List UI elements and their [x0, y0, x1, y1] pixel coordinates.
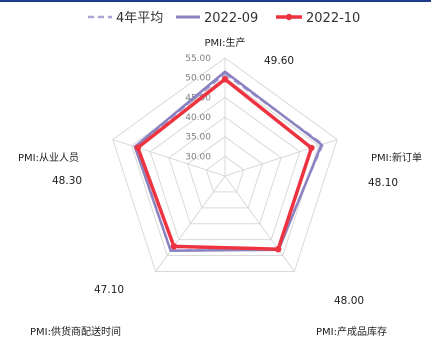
data-labels: 49.60 48.10 48.00 47.10 48.30 — [52, 55, 398, 307]
spoke-3 — [155, 175, 226, 272]
axis-label-supplier-delivery-time: PMI:供货商配送时间 — [30, 325, 121, 338]
legend-marker-2022-10 — [285, 13, 293, 21]
data-label-new-orders: 48.10 — [368, 177, 398, 189]
series-point-2-1 — [308, 144, 315, 152]
series-point-2-3 — [170, 243, 178, 250]
axis-labels: PMI:生产 PMI:新订单 PMI:产成品库存 PMI:供货商配送时间 PMI… — [18, 36, 422, 338]
legend-label-4yr-avg: 4年平均 — [116, 11, 163, 26]
data-label-finished-goods-inventory: 48.00 — [334, 295, 364, 307]
tick-label-5: 55.00 — [185, 54, 211, 64]
data-label-supplier-delivery-time: 47.10 — [94, 284, 124, 296]
grid-ring-4 — [149, 96, 301, 241]
grid-ring-3 — [168, 116, 282, 225]
grid-ring-6 — [112, 57, 338, 272]
series-point-2-2 — [274, 245, 282, 253]
grid-ring-1 — [205, 155, 245, 193]
radar-grid — [112, 57, 338, 272]
tick-label-2: 40.00 — [185, 113, 211, 123]
spoke-2 — [224, 175, 295, 272]
tick-label-0: 30.00 — [185, 152, 211, 162]
axis-label-finished-goods-inventory: PMI:产成品库存 — [316, 325, 387, 338]
axis-label-new-orders: PMI:新订单 — [371, 151, 422, 164]
data-label-production: 49.60 — [264, 55, 294, 67]
grid-ring-5 — [130, 77, 320, 257]
legend: 4年平均 2022-09 2022-10 — [88, 11, 360, 26]
data-label-employment: 48.30 — [52, 175, 82, 187]
series-layer — [133, 70, 325, 253]
top-border — [0, 0, 431, 2]
spoke-4 — [112, 139, 226, 177]
axis-label-employment: PMI:从业人员 — [18, 152, 79, 164]
tick-label-1: 35.00 — [185, 133, 211, 143]
grid-ring-2 — [187, 136, 263, 209]
series-line-1 — [133, 70, 323, 253]
series-point-2-4 — [134, 144, 142, 151]
axis-label-production: PMI:生产 — [205, 36, 246, 49]
legend-label-2022-10: 2022-10 — [306, 11, 360, 26]
series-point-2-0 — [221, 76, 229, 83]
spoke-1 — [224, 139, 338, 177]
tick-label-4: 50.00 — [185, 74, 211, 84]
legend-label-2022-09: 2022-09 — [204, 11, 258, 26]
series-line-2 — [136, 77, 314, 251]
